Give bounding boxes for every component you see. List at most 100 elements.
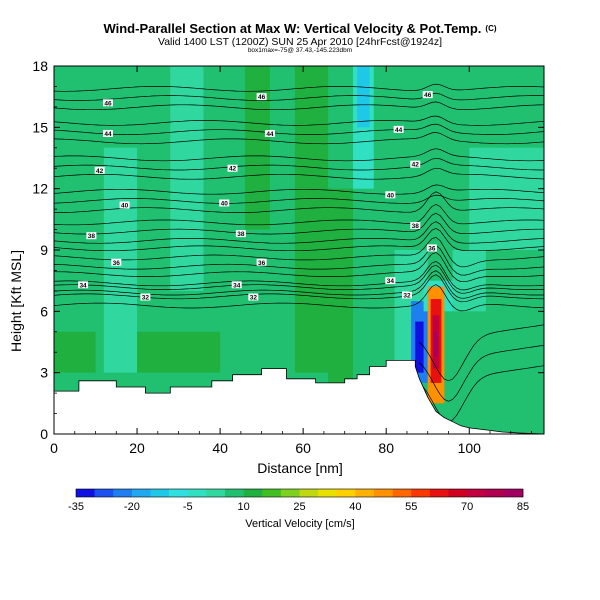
contour-label-bg: [393, 125, 404, 133]
contour-label-bg: [410, 221, 421, 229]
contour-label-bg: [426, 244, 437, 252]
theta-contour-line: [54, 184, 544, 195]
x-tick-label: 0: [50, 440, 58, 456]
contour-label: 38: [88, 233, 96, 240]
contour-label: 32: [250, 295, 258, 302]
theta-contour-line: [54, 261, 544, 291]
x-tick-label: 20: [129, 440, 145, 456]
colorbar-tick-label: 10: [238, 501, 250, 513]
colorbar-tick-label: 25: [293, 501, 305, 513]
colorbar-swatch: [206, 489, 226, 497]
colorbar-swatch: [318, 489, 338, 497]
contour-label-bg: [256, 93, 267, 101]
contour-label-bg: [227, 164, 238, 172]
theta-contour-line: [54, 221, 544, 244]
theta-contour-line: [54, 270, 544, 299]
contour-label-bg: [140, 293, 151, 301]
colorbar-tick-label: 55: [405, 501, 417, 513]
contour-label-bg: [119, 201, 130, 209]
contour-label: 46: [258, 94, 266, 101]
colorbar-swatch: [299, 489, 319, 497]
contour-label-bg: [256, 258, 267, 266]
colorbar-swatch: [113, 489, 133, 497]
y-tick-label: 0: [40, 426, 48, 442]
contour-label-bg: [111, 258, 122, 266]
velocity-cell: [357, 66, 370, 128]
colorbar-tick-label: 85: [517, 501, 529, 513]
y-tick-label: 3: [40, 365, 48, 381]
colorbar-swatch: [504, 489, 524, 497]
contour-label: 38: [412, 223, 420, 230]
contour-label: 34: [233, 282, 241, 289]
theta-contour-line: [54, 284, 544, 312]
colorbar-swatch: [225, 489, 244, 497]
colorbar-tick-label: -35: [68, 501, 84, 513]
velocity-cell: [294, 66, 329, 373]
contour-label-bg: [401, 291, 412, 299]
colorbar-swatch: [280, 489, 300, 497]
velocity-cell: [137, 331, 221, 373]
contour-label: 40: [221, 200, 229, 207]
contour-label: 42: [96, 168, 104, 175]
x-axis-title: Distance [nm]: [257, 460, 343, 476]
chart-sub-subtitle: box1max=-75@ 37.43,-145.223dbm: [247, 47, 353, 54]
contour-label: 36: [113, 260, 121, 267]
theta-contour-line: [54, 212, 544, 235]
contour-label: 34: [387, 278, 395, 285]
velocity-cell: [170, 66, 204, 291]
colorbar-swatch: [187, 489, 207, 497]
theta-contour-line: [419, 344, 544, 402]
theta-contour-line: [54, 101, 544, 111]
colorbar-swatch: [243, 489, 263, 497]
y-tick-label: 9: [40, 242, 48, 258]
theta-contour-line: [54, 237, 544, 268]
contour-label-bg: [410, 160, 421, 168]
colorbar-swatch: [411, 489, 431, 497]
theta-contour-line: [54, 252, 544, 283]
contour-label-bg: [231, 281, 242, 289]
contour-label-bg: [385, 191, 396, 199]
contour-label: 42: [229, 166, 237, 173]
x-tick-label: 60: [295, 440, 311, 456]
velocity-cell: [415, 321, 424, 373]
y-tick-label: 18: [32, 58, 48, 74]
theta-contour-line: [54, 228, 544, 252]
y-tick-label: 15: [32, 119, 48, 135]
theta-contour-line: [54, 132, 544, 145]
colorbar-title: Vertical Velocity [cm/s]: [245, 518, 355, 530]
colorbar-swatch: [448, 489, 468, 497]
colorbar-tick-label: -5: [183, 501, 193, 513]
colorbar-swatch: [169, 489, 189, 497]
contour-label-bg: [422, 91, 433, 99]
theta-contour-line: [419, 324, 544, 382]
title-mark: (C): [485, 24, 497, 33]
colorbar-swatch: [392, 489, 412, 497]
contour-label-bg: [219, 199, 230, 207]
velocity-cell: [434, 331, 438, 357]
colorbar-swatch: [76, 489, 95, 497]
velocity-cell: [54, 331, 96, 373]
contour-label-bg: [78, 281, 89, 289]
contour-label: 32: [142, 295, 150, 302]
x-tick-label: 100: [458, 440, 482, 456]
contour-label: 46: [424, 92, 432, 99]
x-tick-label: 40: [212, 440, 228, 456]
contour-label-bg: [235, 230, 246, 238]
contour-label-bg: [94, 166, 105, 174]
contour-label: 40: [387, 192, 395, 199]
contour-label: 44: [395, 127, 403, 134]
y-tick-label: 12: [32, 181, 48, 197]
theta-contour-line: [54, 194, 544, 204]
contour-label: 44: [266, 131, 274, 138]
contour-label-bg: [248, 293, 259, 301]
colorbar-swatch: [94, 489, 114, 497]
colorbar-swatch: [429, 489, 449, 497]
contour-label: 46: [104, 100, 112, 107]
y-tick-label: 6: [40, 303, 48, 319]
y-axis-title: Height [Kft MSL]: [8, 250, 24, 352]
colorbar-swatch: [336, 489, 356, 497]
contour-label: 32: [403, 292, 411, 299]
theta-contour-line: [54, 148, 544, 162]
colorbar-swatch: [150, 489, 170, 497]
